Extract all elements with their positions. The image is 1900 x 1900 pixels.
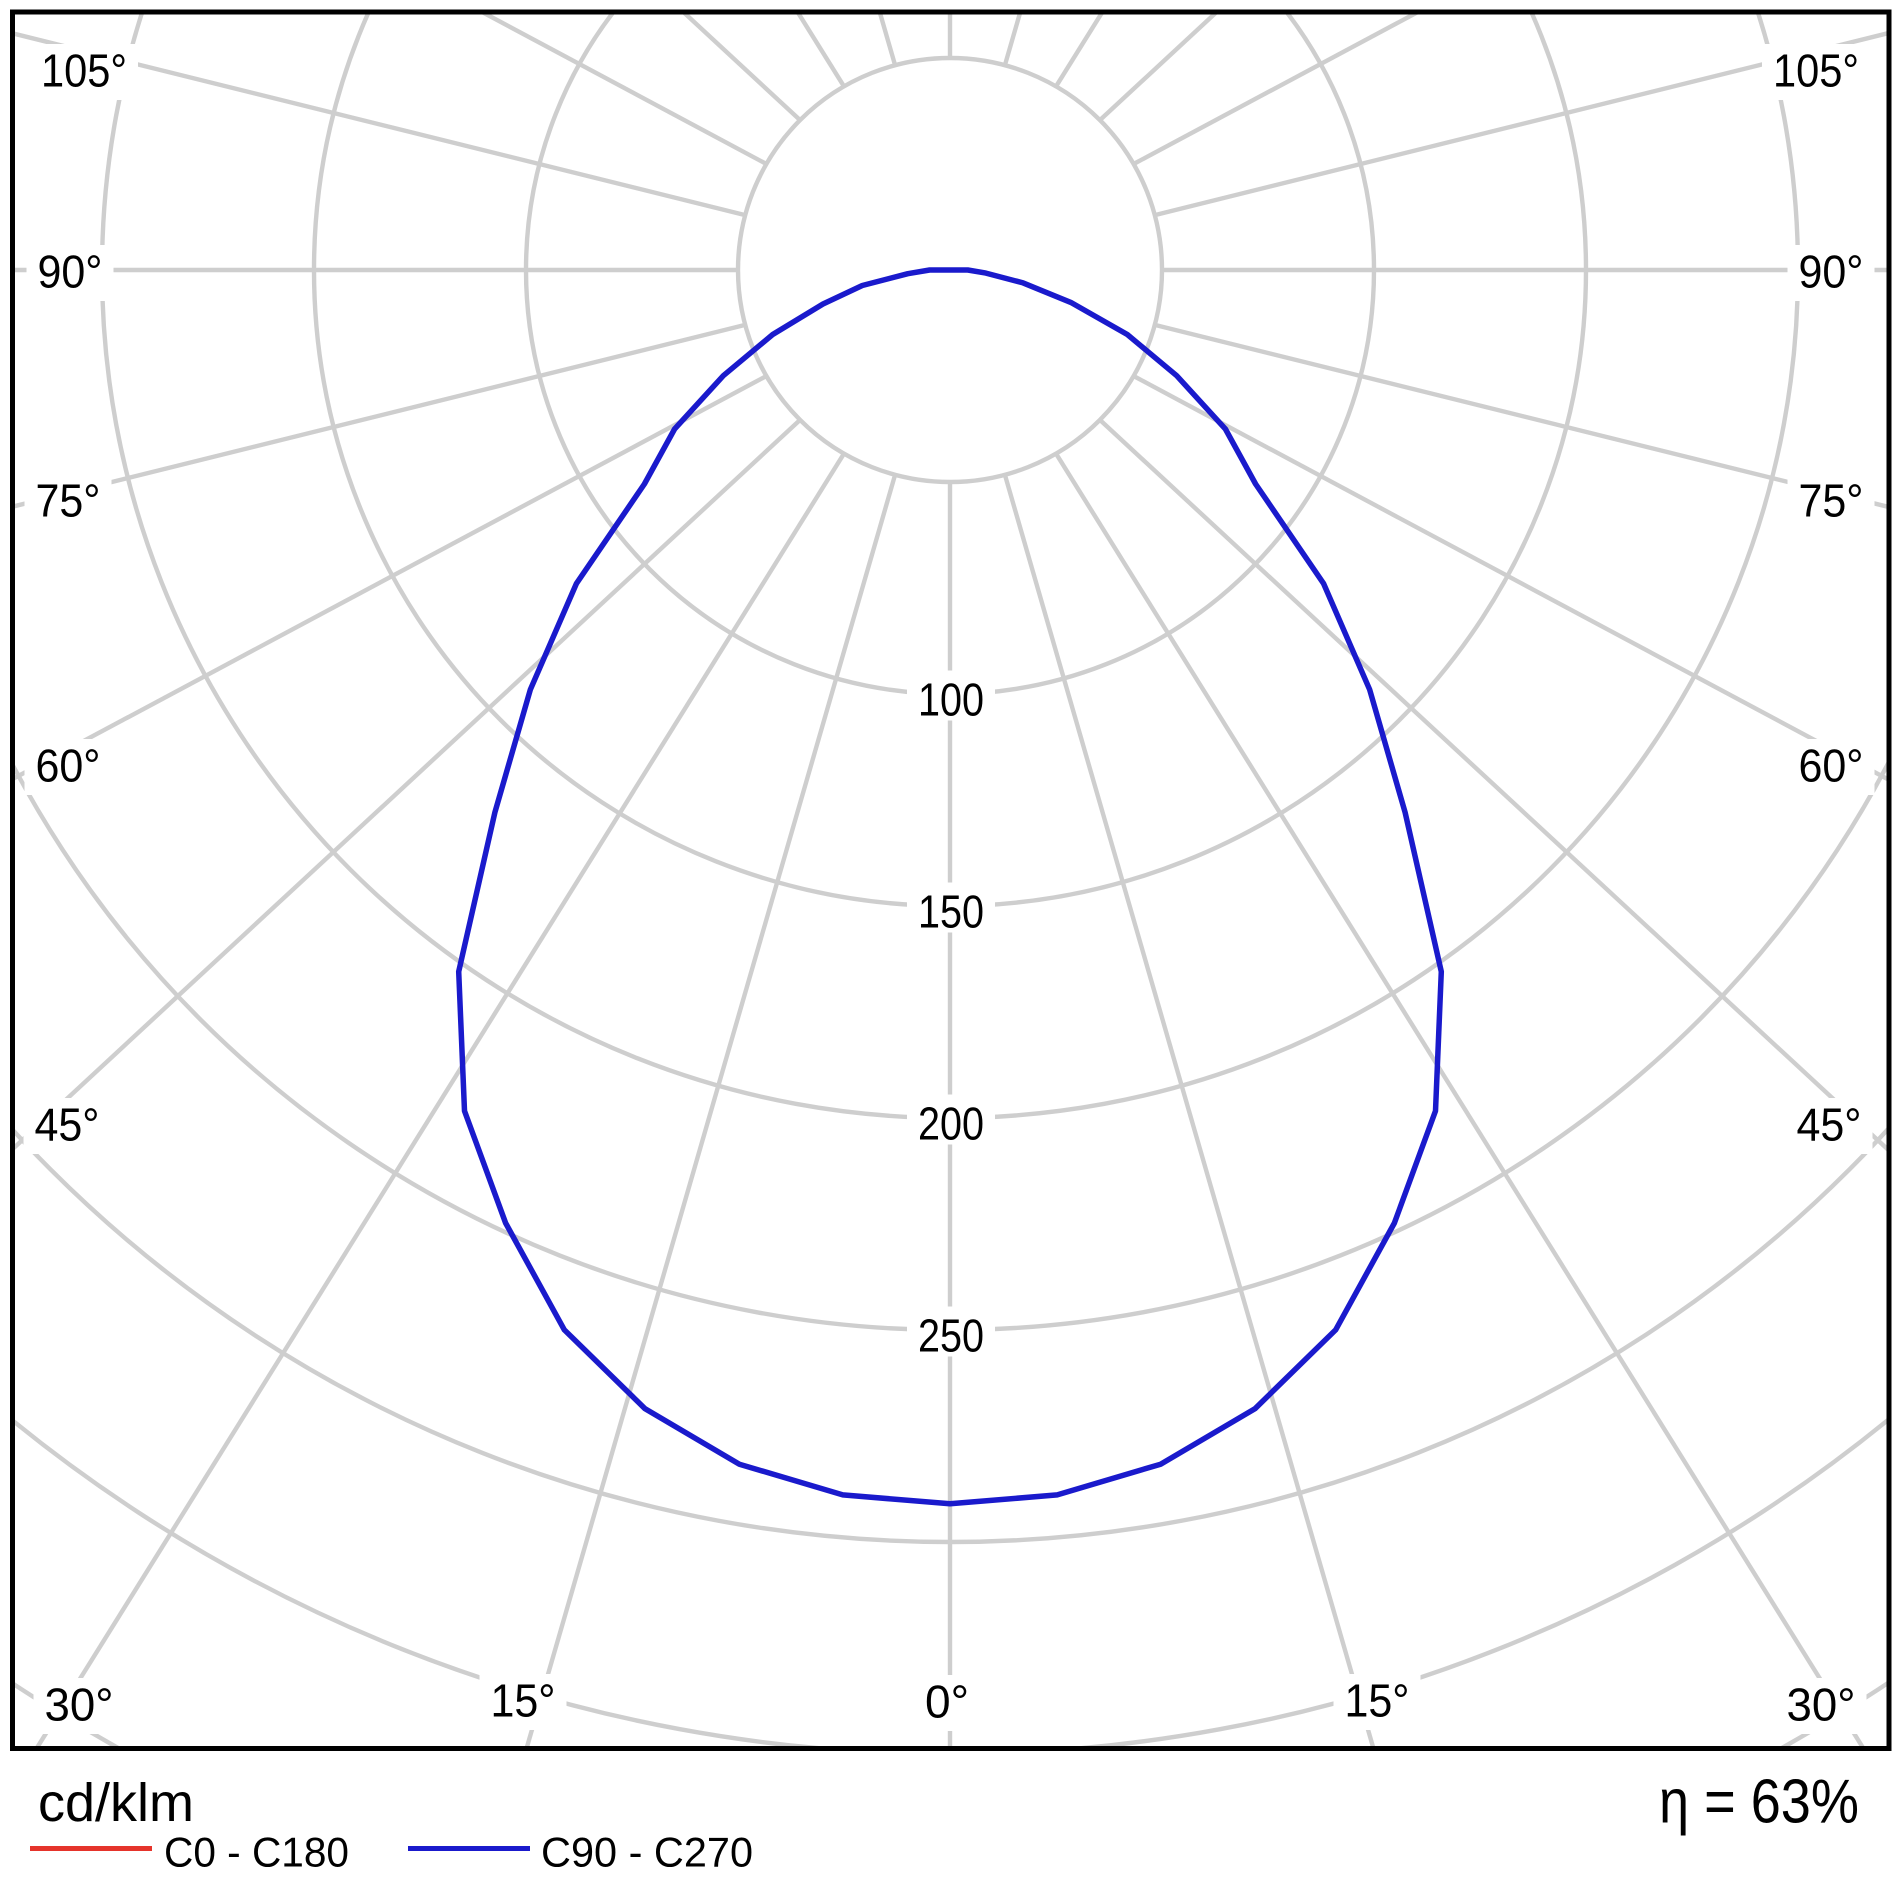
svg-text:250: 250: [918, 1310, 984, 1362]
svg-text:60°: 60°: [1799, 740, 1864, 792]
svg-text:200: 200: [918, 1098, 984, 1150]
svg-text:15°: 15°: [1345, 1675, 1410, 1727]
svg-text:90°: 90°: [38, 246, 103, 298]
svg-text:60°: 60°: [36, 740, 101, 792]
svg-text:45°: 45°: [1797, 1099, 1862, 1151]
svg-text:C0 - C180: C0 - C180: [164, 1829, 349, 1876]
svg-text:η = 63%: η = 63%: [1659, 1767, 1859, 1837]
svg-text:75°: 75°: [1799, 475, 1864, 527]
svg-text:C90 - C270: C90 - C270: [541, 1829, 753, 1876]
svg-text:90°: 90°: [1799, 246, 1864, 298]
svg-text:cd/klm: cd/klm: [38, 1773, 194, 1833]
svg-text:75°: 75°: [36, 475, 101, 527]
svg-text:0°: 0°: [925, 1676, 969, 1728]
svg-text:45°: 45°: [35, 1099, 100, 1151]
svg-text:105°: 105°: [1773, 45, 1859, 97]
svg-text:150: 150: [918, 886, 984, 938]
svg-text:105°: 105°: [41, 45, 127, 97]
svg-text:100: 100: [918, 674, 984, 726]
svg-text:15°: 15°: [491, 1675, 556, 1727]
svg-text:30°: 30°: [1787, 1679, 1856, 1731]
svg-text:30°: 30°: [45, 1679, 114, 1731]
